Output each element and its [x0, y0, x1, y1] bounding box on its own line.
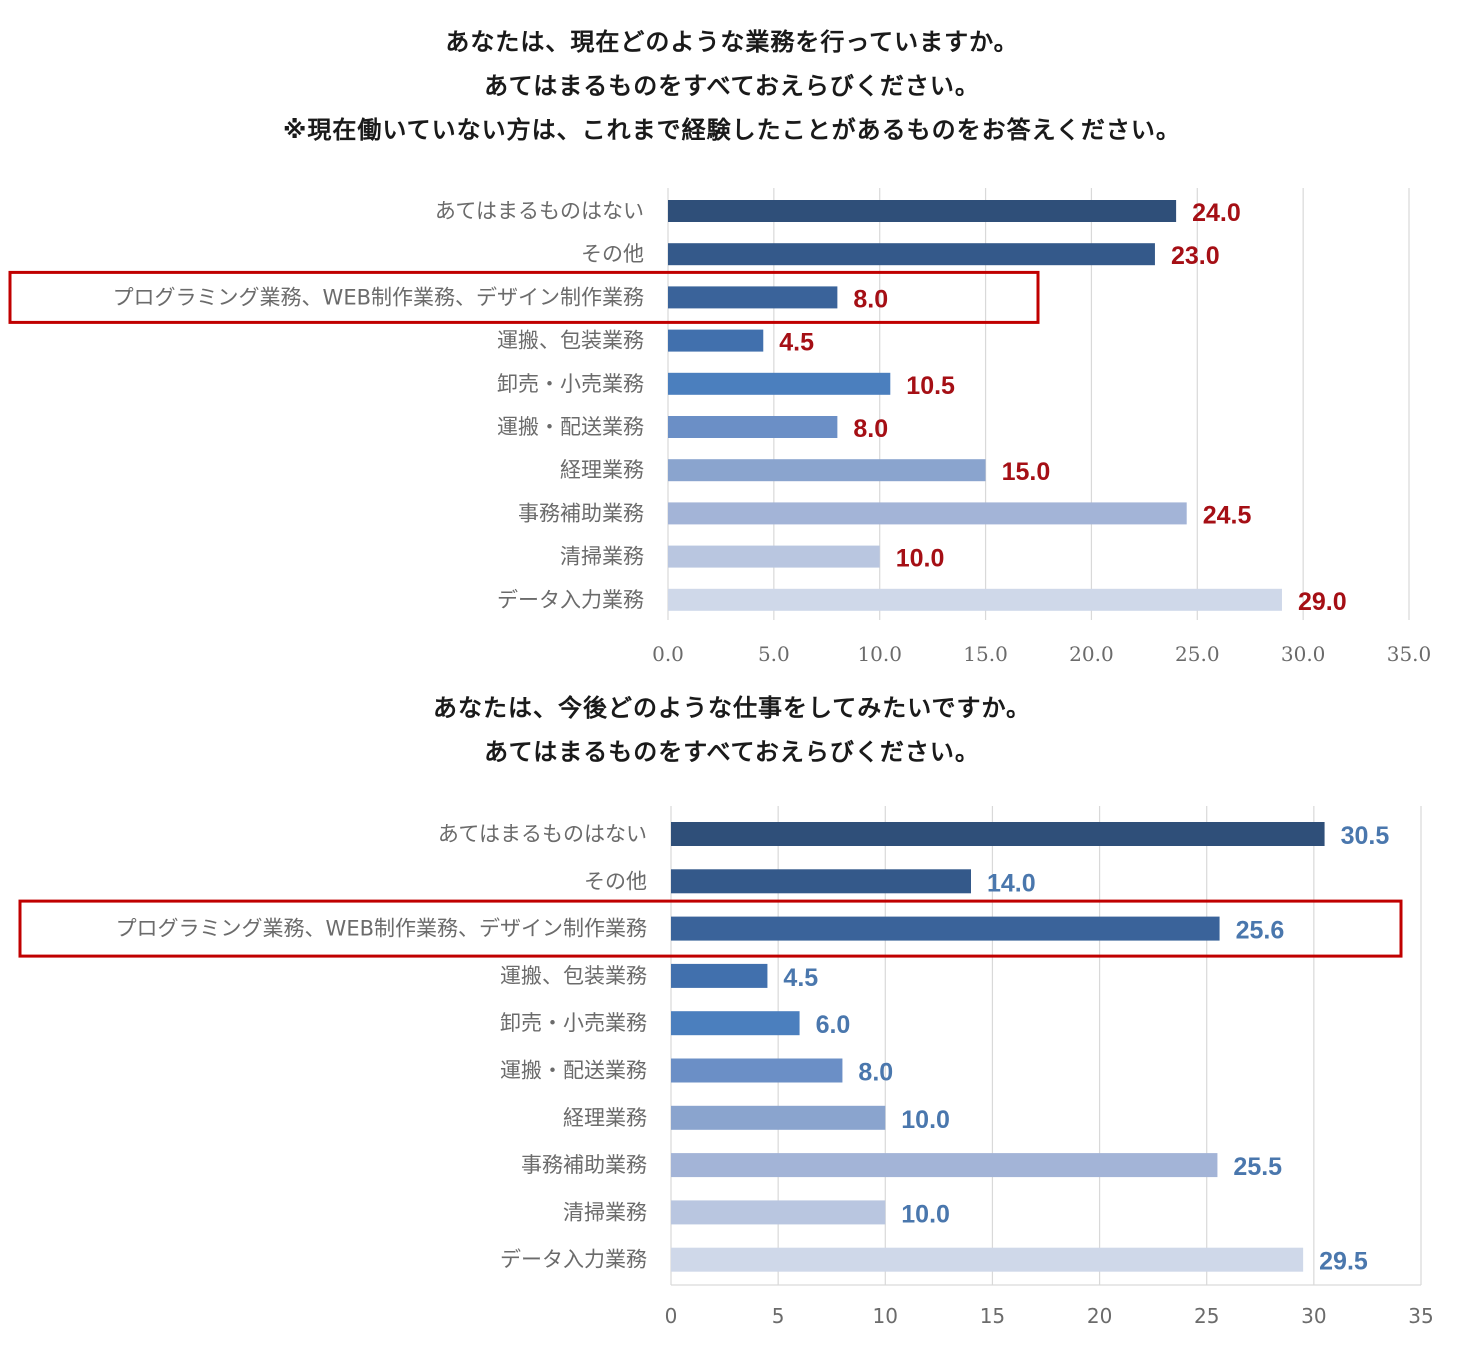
chart-2-bar: [671, 1153, 1218, 1178]
chart-2-value-label: 10.0: [901, 1200, 950, 1228]
chart-1-title-line-3: ※現在働いていない方は、これまで経験したことがあるものをお答えください。: [283, 116, 1181, 144]
chart-2-category-label: 経理業務: [563, 1106, 647, 1130]
chart-2-bar: [671, 1058, 843, 1083]
chart-2-category-label: 卸売・小売業務: [500, 1011, 647, 1035]
chart-1-value-label: 8.0: [853, 415, 888, 443]
chart-2-value-label: 10.0: [901, 1106, 950, 1134]
chart-1-value-label: 10.0: [896, 545, 945, 573]
chart-2-category-label: 清掃業務: [563, 1200, 647, 1224]
chart-1-value-label: 15.0: [1002, 458, 1051, 486]
chart-1-value-label: 8.0: [853, 285, 888, 313]
chart-2-bar: [671, 1200, 886, 1225]
chart-1-x-tick-label: 30.0: [1281, 642, 1326, 666]
chart-1-category-label: 運搬、包装業務: [497, 329, 644, 353]
chart-2-future-work: 0 5 10 15 20 25 30 35 あてはまるものはない 30.5 その他 14.0 プログラミ…: [18, 806, 1434, 1328]
chart-2-title: あなたは、今後どのような仕事をしてみたいですか。 あてはまるものをすべておえらび…: [0, 686, 1464, 774]
chart-1-bar: [668, 459, 986, 482]
chart-1-bar: [668, 416, 838, 438]
chart-2-x-tick-label: 0: [665, 1304, 678, 1328]
chart-2-value-label: 30.5: [1341, 822, 1390, 850]
chart-2-value-label: 4.5: [783, 964, 818, 992]
chart-2-value-label: 14.0: [987, 869, 1036, 897]
chart-2-bar: [671, 1011, 800, 1036]
chart-2-category-label: その他: [584, 869, 647, 893]
chart-2-title-line-2: あてはまるものをすべておえらびください。: [484, 738, 980, 766]
chart-2-highlight-box: [18, 899, 1403, 958]
chart-1-category-label: 清掃業務: [560, 545, 644, 569]
chart-1-title-line-1: あなたは、現在どのような業務を行っていますか。: [445, 28, 1019, 56]
chart-1-category-label: 運搬・配送業務: [497, 415, 644, 439]
chart-2-value-label: 25.5: [1233, 1153, 1282, 1181]
chart-1-category-label: データ入力業務: [497, 588, 644, 612]
chart-1-x-tick-label: 5.0: [758, 642, 790, 666]
chart-1-bar: [668, 372, 891, 395]
chart-1-bar: [668, 200, 1177, 222]
chart-2-category-label: 運搬、包装業務: [500, 964, 647, 988]
chart-2-x-tick-label: 35: [1408, 1304, 1433, 1328]
chart-2-category-label: 運搬・配送業務: [500, 1059, 647, 1083]
chart-1-x-tick-label: 15.0: [963, 642, 1008, 666]
chart-2-bar: [671, 869, 971, 894]
chart-2-bar: [671, 1105, 886, 1130]
chart-1-value-label: 4.5: [779, 329, 814, 357]
chart-2-x-tick-label: 30: [1301, 1304, 1326, 1328]
chart-2-category-label: データ入力業務: [500, 1248, 647, 1272]
chart-2-value-label: 6.0: [816, 1011, 851, 1039]
chart-2-x-tick-label: 20: [1087, 1304, 1112, 1328]
chart-1-x-tick-label: 25.0: [1175, 642, 1220, 666]
chart-1-value-label: 23.0: [1171, 242, 1220, 270]
chart-1-bar: [668, 286, 838, 309]
chart-1-category-label: あてはまるものはない: [435, 199, 644, 223]
chart-1-highlight-box: [8, 270, 1040, 324]
chart-2-x-tick-label: 5: [772, 1304, 785, 1328]
chart-2-value-label: 29.5: [1319, 1248, 1368, 1276]
chart-2-bar: [671, 916, 1220, 941]
chart-2-x-tick-label: 25: [1194, 1304, 1219, 1328]
chart-1-bar: [668, 502, 1187, 525]
chart-1-value-label: 29.0: [1298, 588, 1347, 616]
chart-1-title-line-2: あてはまるものをすべておえらびください。: [484, 72, 980, 100]
chart-1-x-tick-label: 20.0: [1069, 642, 1114, 666]
chart-1-x-tick-label: 10.0: [857, 642, 902, 666]
chart-2-bar: [671, 822, 1325, 846]
chart-1-x-tick-label: 35.0: [1387, 642, 1432, 666]
chart-1-category-label: 卸売・小売業務: [497, 372, 644, 396]
chart-1-title: あなたは、現在どのような業務を行っていますか。 あてはまるものをすべておえらびく…: [0, 20, 1464, 152]
chart-1-value-label: 24.0: [1192, 199, 1241, 227]
chart-2-x-tick-label: 15: [980, 1304, 1005, 1328]
chart-2-category-label: あてはまるものはない: [438, 822, 647, 846]
chart-2-x-tick-label: 10: [873, 1304, 898, 1328]
chart-2-category-label: 事務補助業務: [521, 1153, 647, 1177]
chart-2-bar: [671, 1247, 1304, 1272]
chart-1-bar: [668, 545, 880, 568]
chart-2-value-label: 8.0: [858, 1059, 893, 1087]
chart-1-current-work: 0.0 5.0 10.0 15.0 20.0 25.0 30.0 35.0 あてはまるものはない…: [8, 188, 1432, 666]
chart-1-x-tick-label: 0.0: [652, 642, 684, 666]
chart-1-value-label: 10.5: [906, 372, 955, 400]
chart-1-category-label: プログラミング業務、WEB制作業務、デザイン制作業務: [113, 285, 644, 309]
chart-1-category-label: その他: [581, 242, 644, 266]
chart-2-title-line-1: あなたは、今後どのような仕事をしてみたいですか。: [432, 694, 1032, 722]
chart-1-value-label: 24.5: [1203, 501, 1252, 529]
chart-2-bar: [671, 963, 768, 988]
chart-2-category-label: プログラミング業務、WEB制作業務、デザイン制作業務: [116, 917, 647, 941]
chart-1-bar: [668, 329, 764, 352]
chart-1-category-label: 事務補助業務: [518, 501, 644, 525]
chart-1-category-label: 経理業務: [560, 458, 644, 482]
chart-1-bar: [668, 588, 1282, 611]
chart-2-value-label: 25.6: [1236, 917, 1285, 945]
chart-1-bar: [668, 243, 1155, 266]
